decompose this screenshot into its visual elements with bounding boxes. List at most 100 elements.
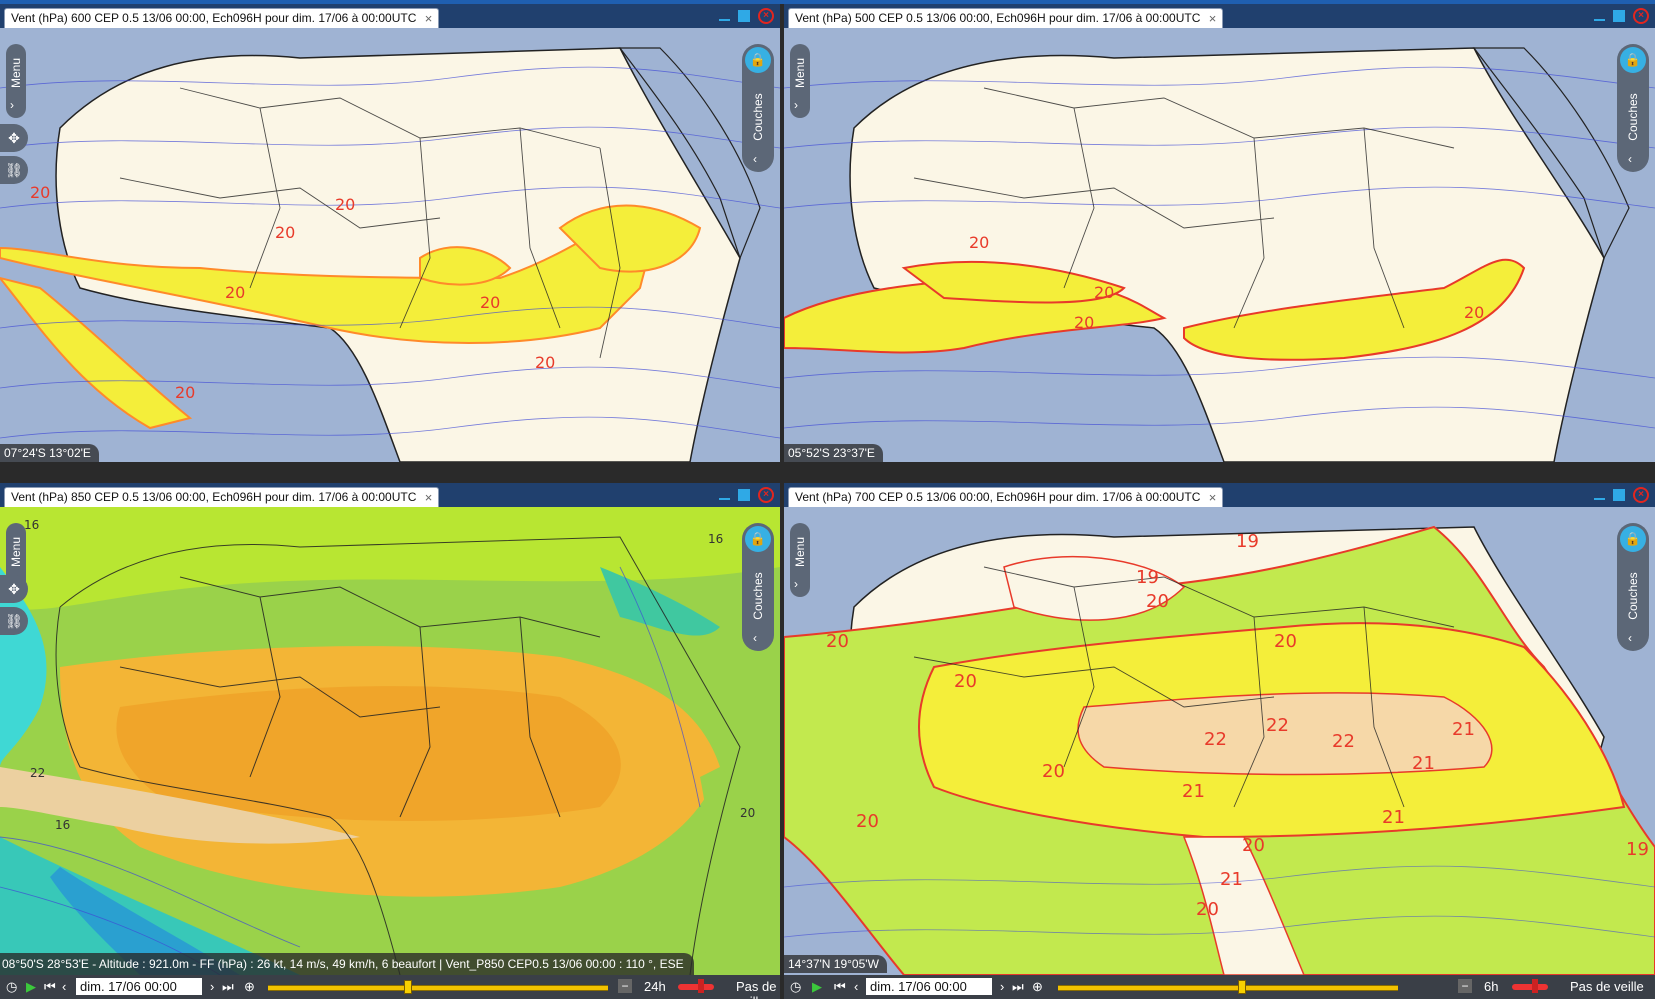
contour-label: 19 <box>1236 531 1259 552</box>
lock-icon[interactable]: 🔒 <box>1620 47 1646 73</box>
chevron-left-icon: ‹ <box>1628 631 1632 645</box>
contour-label: 20 <box>335 195 355 214</box>
minimize-icon[interactable] <box>1594 498 1605 500</box>
clock-icon[interactable]: ◷ <box>6 979 18 994</box>
date-field[interactable]: dim. 17/06 00:00 <box>866 978 992 995</box>
standby-label[interactable]: Pas de veille <box>736 979 777 999</box>
contour-label: 20 <box>175 383 195 402</box>
map-canvas[interactable]: 16 22 16 16 20 <box>0 507 780 975</box>
contour-label: 20 <box>1094 283 1114 302</box>
maximize-icon[interactable] <box>738 489 750 501</box>
link-tool-button[interactable]: ⛓ <box>0 156 28 184</box>
coordinate-readout: 14°37'N 19°05'W <box>784 955 887 973</box>
map-canvas[interactable]: 20 20 20 20 <box>784 28 1655 462</box>
play-icon[interactable]: ▶ <box>26 979 36 994</box>
contour-label: 21 <box>1220 869 1243 890</box>
minimize-icon[interactable] <box>1594 19 1605 21</box>
contour-label: 20 <box>30 183 50 202</box>
menu-button[interactable]: Menu › <box>790 44 810 118</box>
map-canvas[interactable]: 20 19 20 20 19 20 22 22 21 22 21 20 21 2… <box>784 507 1655 975</box>
layers-label: Couches <box>751 93 765 141</box>
lock-icon[interactable]: 🔒 <box>745 47 771 73</box>
contour-label: 16 <box>24 518 39 532</box>
lock-icon[interactable]: 🔒 <box>745 526 771 552</box>
contour-label: 20 <box>1146 591 1169 612</box>
layers-label: Couches <box>1626 572 1640 620</box>
contour-label: 20 <box>225 283 245 302</box>
time-slider[interactable] <box>1058 985 1398 991</box>
contour-label: 20 <box>954 671 977 692</box>
menu-button[interactable]: Menu › <box>790 523 810 597</box>
contour-label: 21 <box>1452 719 1475 740</box>
panel-tab-title: Vent (hPa) 700 CEP 0.5 13/06 00:00, Ech0… <box>795 490 1201 504</box>
layers-panel-toggle[interactable]: 🔒 Couches ‹ <box>1617 523 1649 651</box>
tab-close-icon[interactable]: × <box>424 490 433 505</box>
pan-tool-button[interactable]: ✥ <box>0 575 28 603</box>
time-slider[interactable] <box>268 985 608 991</box>
minimize-icon[interactable] <box>719 19 730 21</box>
previous-step-icon[interactable]: ‹ <box>62 979 67 994</box>
close-panel-icon[interactable]: × <box>758 487 774 503</box>
zoom-time-icon[interactable]: ⊕ <box>244 979 255 994</box>
previous-step-icon[interactable]: ‹ <box>854 979 859 994</box>
date-field[interactable]: dim. 17/06 00:00 <box>76 978 202 995</box>
layers-panel-toggle[interactable]: 🔒 Couches ‹ <box>742 44 774 172</box>
contour-label: 19 <box>1136 567 1159 588</box>
last-step-icon[interactable]: ⏭ <box>1012 979 1024 994</box>
menu-button[interactable]: Menu › <box>6 44 26 118</box>
chevron-left-icon: ‹ <box>1628 152 1632 166</box>
lock-icon[interactable]: 🔒 <box>1620 526 1646 552</box>
first-step-icon[interactable]: ⏮ <box>834 979 846 994</box>
layers-label: Couches <box>751 572 765 620</box>
speed-gauge-thumb[interactable] <box>698 979 704 993</box>
close-panel-icon[interactable]: × <box>1633 487 1649 503</box>
next-step-icon[interactable]: › <box>210 979 215 994</box>
contour-label: 20 <box>480 293 500 312</box>
map-panel-600hpa: Vent (hPa) 600 CEP 0.5 13/06 00:00, Ech0… <box>0 4 780 462</box>
minimize-icon[interactable] <box>719 498 730 500</box>
next-step-icon[interactable]: › <box>1000 979 1005 994</box>
time-slider-thumb[interactable] <box>404 980 412 994</box>
panel-tab[interactable]: Vent (hPa) 850 CEP 0.5 13/06 00:00, Ech0… <box>4 487 440 507</box>
last-step-icon[interactable]: ⏭ <box>222 979 234 994</box>
pan-tool-button[interactable]: ✥ <box>0 124 28 152</box>
layers-panel-toggle[interactable]: 🔒 Couches ‹ <box>1617 44 1649 172</box>
tab-close-icon[interactable]: × <box>1208 11 1217 26</box>
layers-panel-toggle[interactable]: 🔒 Couches ‹ <box>742 523 774 651</box>
tab-close-icon[interactable]: × <box>424 11 433 26</box>
maximize-icon[interactable] <box>1613 10 1625 22</box>
chevron-right-icon: › <box>794 98 798 112</box>
play-icon[interactable]: ▶ <box>812 979 822 994</box>
time-slider-thumb[interactable] <box>1238 980 1246 994</box>
panel-tab-title: Vent (hPa) 850 CEP 0.5 13/06 00:00, Ech0… <box>11 490 417 504</box>
map-canvas[interactable]: 20 20 20 20 20 20 20 <box>0 28 780 462</box>
maximize-icon[interactable] <box>1613 489 1625 501</box>
contour-label: 20 <box>826 631 849 652</box>
zoom-time-icon[interactable]: ⊕ <box>1032 979 1043 994</box>
close-panel-icon[interactable]: × <box>1633 8 1649 24</box>
chevron-left-icon: ‹ <box>753 631 757 645</box>
close-panel-icon[interactable]: × <box>758 8 774 24</box>
map-panel-500hpa: Vent (hPa) 500 CEP 0.5 13/06 00:00, Ech0… <box>784 4 1655 462</box>
step-decrease-button[interactable]: − <box>618 979 632 993</box>
panel-tab[interactable]: Vent (hPa) 700 CEP 0.5 13/06 00:00, Ech0… <box>788 487 1224 507</box>
coordinate-readout: 05°52'S 23°37'E <box>784 444 883 462</box>
maximize-icon[interactable] <box>738 10 750 22</box>
first-step-icon[interactable]: ⏮ <box>44 979 56 994</box>
link-tool-button[interactable]: ⛓ <box>0 607 28 635</box>
panel-tab[interactable]: Vent (hPa) 600 CEP 0.5 13/06 00:00, Ech0… <box>4 8 440 28</box>
standby-label[interactable]: Pas de veille <box>1570 979 1644 994</box>
chevron-left-icon: ‹ <box>753 152 757 166</box>
speed-gauge-thumb[interactable] <box>1532 979 1538 993</box>
speed-gauge[interactable] <box>1512 984 1548 990</box>
clock-icon[interactable]: ◷ <box>790 979 802 994</box>
speed-gauge[interactable] <box>678 984 714 990</box>
contour-label: 20 <box>969 233 989 252</box>
tab-close-icon[interactable]: × <box>1208 490 1217 505</box>
contour-label: 20 <box>1074 313 1094 332</box>
step-decrease-button[interactable]: − <box>1458 979 1472 993</box>
time-step-label: 24h <box>644 979 666 994</box>
layers-label: Couches <box>1626 93 1640 141</box>
panel-tab[interactable]: Vent (hPa) 500 CEP 0.5 13/06 00:00, Ech0… <box>788 8 1224 28</box>
contour-label: 19 <box>1626 839 1649 860</box>
